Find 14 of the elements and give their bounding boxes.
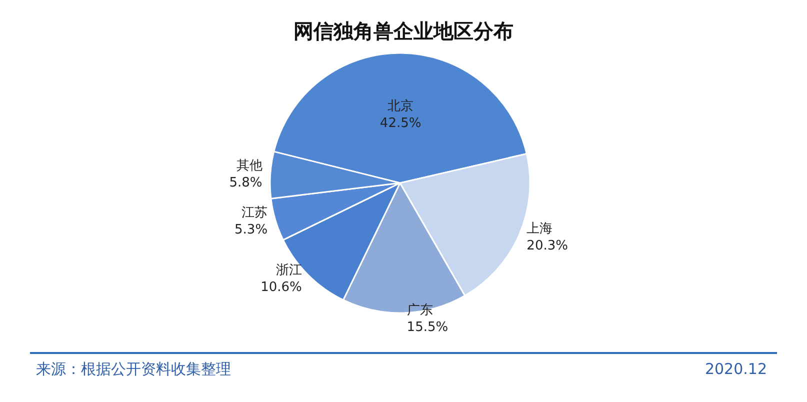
- chart-title: 网信独角兽企业地区分布: [294, 19, 514, 43]
- slice-label: 其他: [236, 158, 262, 174]
- slice-label: 北京: [388, 99, 414, 114]
- slice-label: 江苏: [242, 205, 268, 220]
- data-label: 42.5%: [380, 116, 422, 132]
- data-label: 5.8%: [229, 176, 262, 191]
- text: 2020.12: [704, 360, 767, 378]
- data-label: 15.5%: [406, 320, 448, 335]
- source-note: 来源：根据公开资料收集整理: [36, 360, 231, 379]
- slice-label: 上海: [526, 221, 553, 236]
- slice-label: 浙江: [276, 263, 302, 278]
- data-label: 5.3%: [234, 222, 268, 238]
- data-label: 10.6%: [260, 280, 302, 296]
- data-label: 20.3%: [526, 238, 568, 254]
